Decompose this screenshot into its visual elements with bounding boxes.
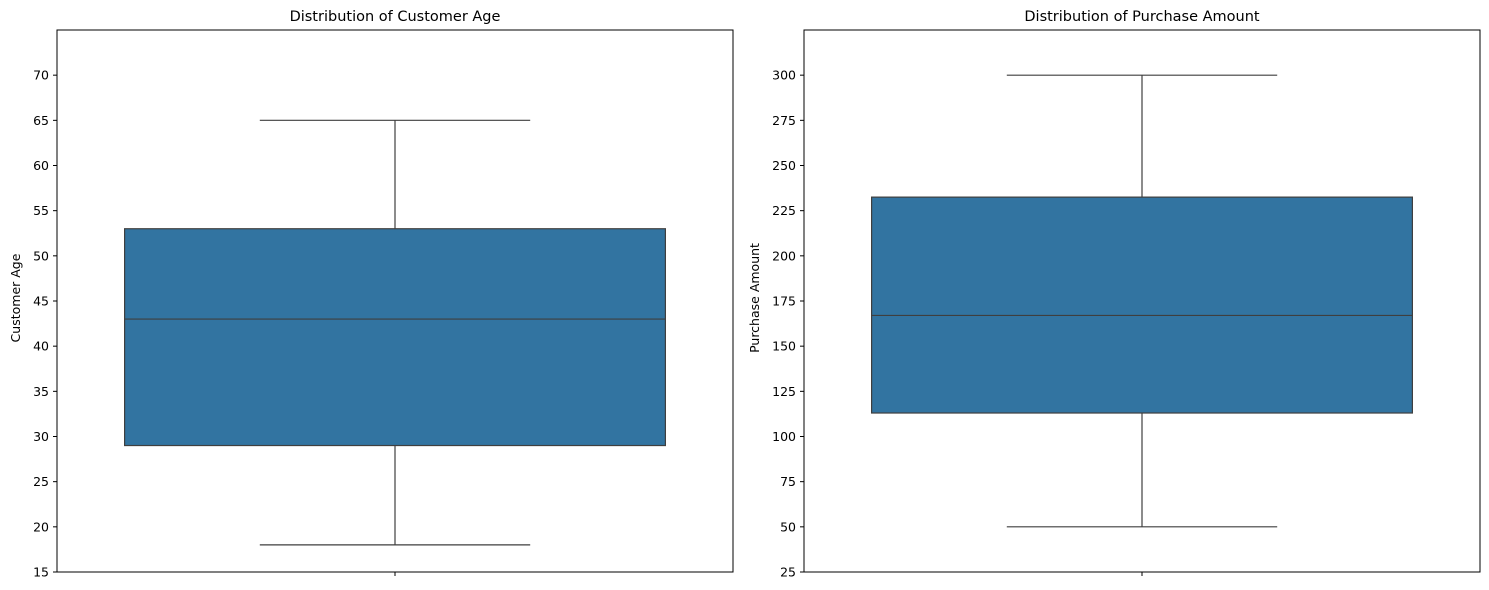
y-tick-label: 300 (772, 68, 796, 83)
y-tick-label: 175 (772, 294, 796, 309)
y-tick-label: 275 (772, 113, 796, 128)
y-tick-label: 30 (33, 429, 49, 444)
y-tick-label: 125 (772, 384, 796, 399)
y-tick-label: 35 (33, 384, 49, 399)
y-tick-label: 25 (33, 474, 49, 489)
plot-area: 15 20 25 30 35 40 45 50 55 60 65 70 (33, 29, 734, 580)
y-tick-label: 55 (33, 203, 49, 218)
y-tick-label: 250 (772, 158, 796, 173)
plot-area: 25 50 75 100 125 150 175 200 225 250 275 300 (772, 29, 1481, 580)
box (870, 196, 1413, 414)
y-tick-label: 25 (780, 565, 796, 580)
y-tick-label: 75 (780, 474, 796, 489)
y-tick-label: 200 (772, 248, 796, 263)
y-tick-label: 50 (780, 519, 796, 534)
axes-frame (56, 29, 734, 573)
y-tick-label: 150 (772, 339, 796, 354)
subplot-purchase-amount: Distribution of Purchase Amount Purchase… (747, 9, 1481, 580)
y-axis-label: Purchase Amount (747, 243, 762, 353)
y-tick-label: 65 (33, 113, 49, 128)
y-axis-label: Customer Age (8, 253, 23, 342)
box (123, 228, 666, 447)
y-tick-label: 50 (33, 248, 49, 263)
y-tick-label: 15 (33, 565, 49, 580)
chart-title: Distribution of Customer Age (290, 9, 501, 25)
chart-title: Distribution of Purchase Amount (1024, 9, 1260, 25)
y-tick-label: 100 (772, 429, 796, 444)
y-tick-label: 60 (33, 158, 49, 173)
y-tick-label: 70 (33, 68, 49, 83)
subplot-customer-age: Distribution of Customer Age Customer Ag… (8, 9, 734, 580)
y-tick-label: 225 (772, 203, 796, 218)
y-tick-label: 20 (33, 519, 49, 534)
axes-frame (803, 29, 1481, 573)
y-tick-label: 40 (33, 339, 49, 354)
y-tick-label: 45 (33, 294, 49, 309)
